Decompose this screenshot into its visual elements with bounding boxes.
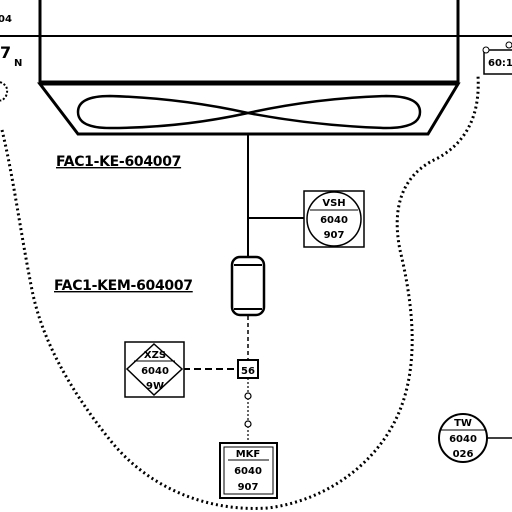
motor-body <box>230 255 266 317</box>
mkf-instrument[interactable]: MKF 6040 907 <box>219 442 278 499</box>
fan-blades-icon <box>76 94 422 130</box>
connector-dot-1 <box>244 392 252 400</box>
connector-dot-2 <box>244 420 252 428</box>
motor[interactable] <box>230 255 266 317</box>
tw-num: 026 <box>453 449 474 460</box>
xzs-code: XZS <box>144 350 166 361</box>
fan-tag-label[interactable]: FAC1-KE-604007 <box>56 154 181 170</box>
mkf-inner-box <box>223 446 274 495</box>
xzs-num: 9W <box>146 381 164 392</box>
right-box-fragment <box>483 49 512 75</box>
vessel <box>36 0 461 136</box>
right-dot-2 <box>505 41 512 49</box>
junction-box[interactable]: 56 <box>237 359 259 379</box>
left-small-fragment: N <box>14 58 22 69</box>
vsh-loop: 6040 <box>320 215 348 226</box>
vsh-bubble <box>306 191 362 247</box>
right-mark-fragment: 60:1 <box>488 58 512 69</box>
tw-loop: 6040 <box>449 434 477 445</box>
vsh-num: 907 <box>324 230 345 241</box>
xzs-loop: 6040 <box>141 366 169 377</box>
left-cloud-fragment <box>0 81 9 102</box>
right-dot <box>482 46 490 54</box>
edge-fragments: 04 7 N 60:1 <box>0 14 512 102</box>
mkf-loop: 6040 <box>234 466 262 477</box>
mkf-box <box>219 442 278 499</box>
mkf-code: MKF <box>236 449 261 460</box>
vessel-body <box>38 0 460 84</box>
top-left-fragment: 04 <box>0 14 12 25</box>
tw-code: TW <box>454 418 472 429</box>
xzs-instrument[interactable]: XZS 6040 9W <box>124 341 185 398</box>
left-mark-fragment: 7 <box>0 43 11 62</box>
motor-tag-label[interactable]: FAC1-KEM-604007 <box>54 278 193 294</box>
vsh-instrument[interactable]: VSH 6040 907 <box>303 190 365 248</box>
vsh-code: VSH <box>322 198 345 209</box>
tw-instrument[interactable]: TW 6040 026 <box>438 413 488 463</box>
mkf-num: 907 <box>238 482 259 493</box>
junction-label: 56 <box>241 366 255 377</box>
